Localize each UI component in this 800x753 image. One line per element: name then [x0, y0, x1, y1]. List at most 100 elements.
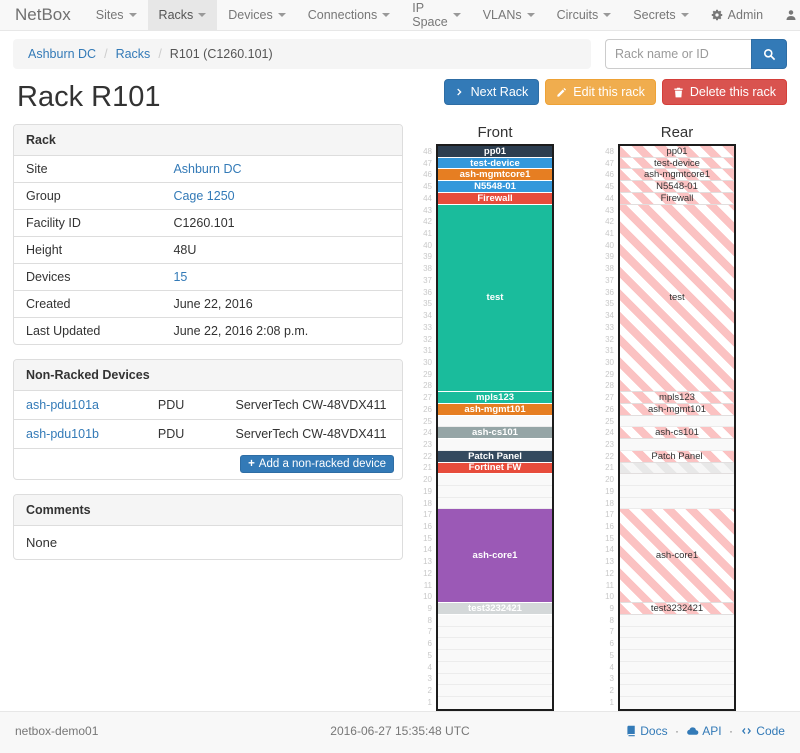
unit-number: 13	[423, 557, 432, 567]
breadcrumb-link-racks[interactable]: Racks	[115, 47, 151, 61]
front-unit-numbers: 48 47 46 45 44 43 42 41 40 39 38 37 36 35 34 33 32 31 30 29…	[419, 146, 432, 709]
rack-unit-empty	[438, 415, 552, 428]
breadcrumb-separator: /	[158, 47, 162, 61]
rack-unit-empty	[438, 685, 552, 698]
unit-number: 28	[423, 381, 432, 391]
rack-unit-empty	[438, 626, 552, 639]
search-button[interactable]	[751, 39, 787, 69]
delete-rack-button[interactable]: Delete this rack	[661, 79, 787, 105]
search-input[interactable]	[605, 39, 751, 69]
attr-value-link[interactable]: Ashburn DC	[173, 162, 242, 176]
page-title: Rack R101	[17, 81, 161, 113]
breadcrumb-link-ashburn-dc[interactable]: Ashburn DC	[28, 47, 97, 61]
navbar-menu: Sites Racks Devices Connections IP Space…	[85, 0, 700, 30]
caret-icon	[382, 13, 391, 17]
front-elevation: Front 48 47 46 45 44 43 42 41 40 39 38 37 36 35 34 33 32…	[419, 124, 554, 711]
device-firewall[interactable]: Firewall	[438, 192, 552, 205]
attr-label: Site	[26, 162, 48, 176]
unit-number: 24	[605, 428, 614, 438]
nav-item-secrets[interactable]: Secrets	[622, 0, 699, 30]
rack-unit-empty	[620, 474, 734, 486]
attr-value: C1260.101	[161, 209, 402, 237]
footer-separator: ·	[725, 724, 737, 738]
rear-rack-body: pp01 test-device ash-mgmtcore1 N5548-01 Fire…	[618, 144, 736, 711]
non-racked-rows: ash-pdu101a PDU ServerTech CW-48VDX411 a…	[14, 391, 402, 449]
unit-number: 9	[609, 604, 614, 614]
unit-number: 3	[427, 674, 432, 684]
next-rack-button[interactable]: Next Rack	[443, 79, 540, 105]
device-test[interactable]: test	[438, 204, 552, 393]
rack-unit-empty	[438, 638, 552, 651]
device-mpls123[interactable]: mpls123	[438, 392, 552, 404]
unit-number: 48	[605, 147, 614, 156]
nav-item-sites[interactable]: Sites	[85, 0, 148, 30]
unit-number: 1	[427, 697, 432, 707]
unit-number: 11	[605, 580, 614, 590]
device-pp01[interactable]: pp01	[438, 146, 552, 158]
rack-unit-empty	[438, 697, 552, 709]
unit-number: 14	[423, 545, 432, 555]
device-fortinet-fw[interactable]: Fortinet FW	[438, 462, 552, 475]
brand-logo[interactable]: NetBox	[15, 5, 71, 24]
device-ash-cs101[interactable]: ash-cs101	[438, 427, 552, 440]
rack-unit-empty	[438, 439, 552, 451]
rear-elevation-title: Rear	[660, 124, 694, 141]
nav-item-profile[interactable]: Profile	[774, 0, 800, 30]
device-test-device[interactable]: test-device	[438, 157, 552, 170]
device-rear-ash-cs101: ash-cs101	[620, 427, 734, 440]
device-test3232421[interactable]: test3232421	[438, 603, 552, 615]
device-ash-core1[interactable]: ash-core1	[438, 509, 552, 604]
unit-number: 27	[605, 393, 614, 403]
footer-links: Docs · API · Code	[531, 724, 785, 738]
edit-rack-button[interactable]: Edit this rack	[545, 79, 656, 105]
device-link-ash-pdu101b[interactable]: ash-pdu101b	[26, 427, 99, 441]
device-ash-mgmtcore1[interactable]: ash-mgmtcore1	[438, 169, 552, 182]
rack-elevations: Front 48 47 46 45 44 43 42 41 40 39 38 37 36 35 34 33 32…	[419, 124, 736, 711]
non-racked-devices-panel: Non-Racked Devices ash-pdu101a PDU Serve…	[13, 359, 403, 480]
device-type: PDU	[157, 398, 185, 412]
footer-link-code[interactable]: Code	[740, 724, 785, 738]
unit-number: 24	[423, 428, 432, 438]
unit-number: 6	[427, 639, 432, 649]
unit-number: 41	[605, 229, 614, 239]
rack-unit-empty	[620, 638, 734, 651]
caret-icon	[277, 13, 286, 17]
device-rear-test-device: test-device	[620, 157, 734, 170]
plus-icon: +	[248, 458, 255, 470]
unit-number: 23	[423, 439, 432, 449]
rack-unit-empty	[620, 650, 734, 662]
add-non-racked-device-button[interactable]: + Add a non-racked device	[240, 455, 394, 473]
pencil-icon	[556, 87, 567, 98]
caret-icon	[128, 13, 137, 17]
rack-info-column: Rack Site Ashburn DC Group Cage 1250 Fac…	[13, 124, 403, 711]
rack-panel: Rack Site Ashburn DC Group Cage 1250 Fac…	[13, 124, 403, 345]
rack-unit-empty	[620, 614, 734, 627]
device-patch-panel[interactable]: Patch Panel	[438, 450, 552, 463]
attr-value-link[interactable]: 15	[173, 270, 188, 284]
chevron-right-icon	[455, 87, 465, 97]
nav-item-circuits[interactable]: Circuits	[546, 0, 623, 30]
nav-item-racks[interactable]: Racks	[147, 0, 218, 30]
nav-item-ip-space[interactable]: IP Space	[401, 0, 471, 30]
comments-body: None	[26, 535, 58, 550]
front-rack-body: pp01 test-device ash-mgmtcore1 N5548-01 Fire…	[436, 144, 554, 711]
unit-number: 16	[605, 522, 614, 531]
unit-number: 8	[427, 615, 432, 625]
footer-link-api[interactable]: API	[686, 724, 722, 738]
attr-value-link[interactable]: Cage 1250	[173, 189, 235, 203]
unit-number: 1	[609, 697, 614, 707]
navbar-right-menu: Admin Profile Log out	[700, 0, 800, 30]
nav-item-connections[interactable]: Connections	[297, 0, 402, 30]
unit-number: 43	[423, 205, 432, 215]
unit-number: 44	[605, 193, 614, 203]
device-ash-mgmt101[interactable]: ash-mgmt101	[438, 403, 552, 416]
nav-item-devices[interactable]: Devices	[217, 0, 296, 30]
device-link-ash-pdu101a[interactable]: ash-pdu101a	[26, 398, 99, 412]
nav-item-vlans[interactable]: VLANs	[472, 0, 546, 30]
unit-number: 2	[427, 686, 432, 696]
device-n5548-01[interactable]: N5548-01	[438, 181, 552, 193]
footer-link-docs[interactable]: Docs	[625, 724, 668, 738]
non-racked-panel-title: Non-Racked Devices	[14, 360, 402, 391]
attr-value: 48U	[161, 236, 402, 264]
nav-item-admin[interactable]: Admin	[700, 0, 774, 30]
